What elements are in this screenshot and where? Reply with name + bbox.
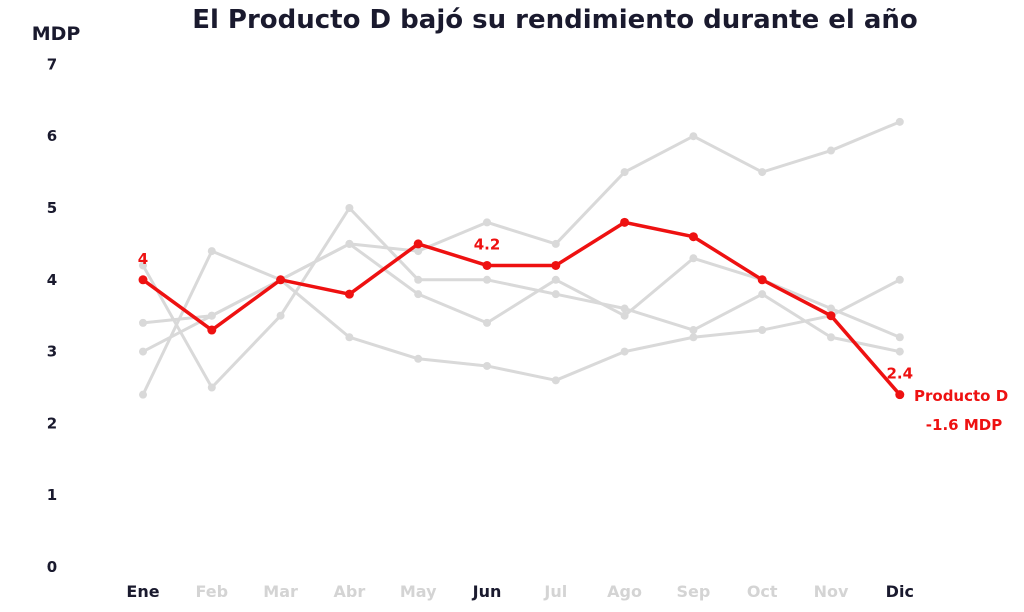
context-point	[414, 275, 423, 284]
y-tick-label: 7	[47, 55, 57, 73]
y-tick-label: 3	[47, 343, 57, 361]
context-point	[895, 333, 904, 342]
producto-d-point	[551, 260, 561, 270]
producto-d-point	[895, 390, 905, 400]
context-point	[345, 333, 354, 342]
context-point	[276, 311, 285, 320]
x-tick-label: Abr	[334, 582, 366, 601]
y-tick-label: 1	[47, 486, 57, 504]
context-point	[414, 247, 423, 256]
x-tick-label: Jul	[543, 582, 567, 601]
context-point	[689, 132, 698, 141]
context-point	[895, 275, 904, 284]
context-point	[689, 254, 698, 263]
y-tick-label: 0	[47, 558, 57, 576]
x-tick-label: Oct	[747, 582, 778, 601]
context-series-line	[141, 206, 902, 389]
context-point	[345, 204, 354, 212]
producto-d-point	[276, 275, 286, 285]
context-point	[207, 311, 216, 320]
context-point	[758, 326, 767, 335]
data-label: 4	[138, 250, 148, 268]
x-tick-label: Feb	[196, 582, 229, 601]
producto-d-point	[482, 260, 492, 270]
data-labels: 4 4.2 2.4	[138, 235, 913, 382]
context-point	[483, 361, 491, 370]
context-point	[689, 326, 698, 335]
context-point	[483, 318, 491, 327]
context-point	[895, 347, 904, 356]
context-series-line	[141, 249, 902, 397]
x-tick-label: Ene	[126, 582, 159, 601]
chart-title: El Producto D bajó su rendimiento durant…	[192, 5, 918, 35]
context-point	[345, 239, 354, 248]
y-tick-label: 5	[47, 199, 57, 217]
change-annotation-label: -1.6 MDP	[926, 416, 1002, 434]
context-point	[758, 168, 767, 177]
x-tick-label: Jun	[472, 582, 502, 601]
data-label: 4.2	[474, 235, 501, 253]
context-point	[551, 275, 560, 284]
x-tick-label: Mar	[263, 582, 298, 601]
context-point	[827, 304, 835, 313]
producto-d-point	[620, 217, 630, 227]
series-annotation-label: Producto D	[914, 387, 1008, 405]
context-point	[414, 354, 423, 363]
context-point	[551, 239, 560, 248]
context-point	[139, 261, 147, 270]
x-tick-label: Ago	[607, 582, 642, 601]
context-point	[895, 117, 904, 126]
y-axis-ticks: 0 1 2 3 4 5 6 7	[47, 55, 57, 576]
x-axis-ticks: Ene Feb Mar Abr May Jun Jul Ago Sep Oct Nov Dic	[126, 582, 914, 601]
x-tick-label: Nov	[814, 582, 849, 601]
context-point	[139, 318, 147, 327]
context-point	[620, 347, 629, 356]
context-point	[551, 376, 560, 385]
producto-d-point	[344, 289, 354, 299]
x-tick-label: Sep	[676, 582, 710, 601]
producto-d-point	[413, 239, 423, 249]
context-point	[551, 290, 560, 299]
series-layer	[138, 117, 905, 400]
x-tick-label: May	[400, 582, 437, 601]
producto-d-point	[757, 275, 767, 285]
producto-d-point	[826, 311, 836, 321]
x-tick-label: Dic	[886, 582, 914, 601]
context-point	[620, 304, 629, 313]
producto-d-point	[207, 325, 217, 335]
producto-d-point	[138, 275, 148, 285]
context-point	[620, 311, 629, 320]
context-point	[483, 218, 491, 227]
context-point	[414, 290, 423, 299]
context-point	[483, 275, 491, 284]
context-point	[827, 333, 835, 342]
context-point	[758, 290, 767, 299]
context-point	[620, 168, 629, 177]
context-point	[689, 333, 698, 342]
context-point	[827, 146, 835, 155]
y-tick-label: 6	[47, 127, 57, 145]
series-line-producto-d	[141, 220, 902, 397]
y-tick-label: 4	[47, 271, 57, 289]
data-label: 2.4	[887, 365, 914, 383]
y-tick-label: 2	[47, 414, 57, 432]
context-point	[139, 390, 147, 399]
y-axis-unit-label: MDP	[32, 23, 81, 45]
context-point	[207, 383, 216, 392]
context-point	[139, 347, 147, 356]
context-point	[207, 247, 216, 256]
producto-d-point	[688, 232, 698, 242]
